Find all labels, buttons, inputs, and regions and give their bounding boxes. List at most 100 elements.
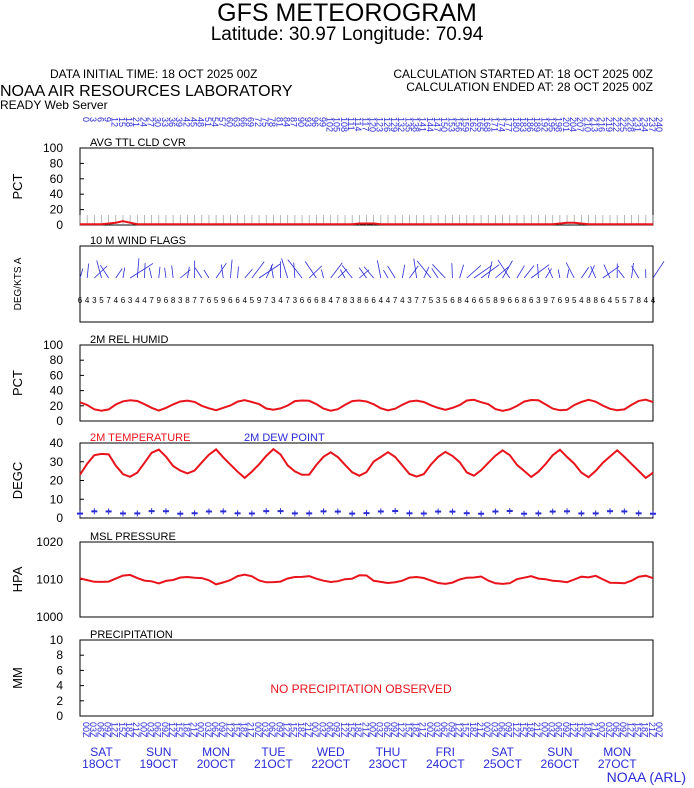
wind-speed-label: 7 [192,296,197,305]
bottom-hour-label: 12Z [511,722,521,738]
bottom-hour-label: 09Z [332,722,342,738]
wind-barb [401,264,406,279]
wind-speed-label: 4 [608,296,613,305]
top-hour-label: 111 [346,117,356,131]
top-hour-label: 144 [425,117,435,132]
wind-speed-label: 6 [450,296,455,305]
top-hour-label: 129 [389,117,399,132]
wind-barb [581,267,590,279]
wind-speed-label: 3 [128,296,133,305]
series-line-cloud [80,220,653,226]
y-tick-label: 20 [50,474,64,488]
top-hour-label: 114 [353,117,363,131]
calculation-ended: CALCULATION ENDED AT: 28 OCT 2025 00Z [406,80,653,94]
bottom-hour-label: 21Z [590,722,600,738]
wind-speed-label: 3 [407,296,412,305]
wind-barb [144,262,146,279]
wind-speed-label: 4 [328,296,333,305]
bottom-hour-label: 06Z [554,722,564,738]
bottom-hour-label: 15Z [518,722,528,738]
wind-speed-label: 4 [400,296,405,305]
top-hour-label: 180 [511,117,521,132]
y-axis-label: DEGC [10,462,25,500]
y-tick-label: 0 [56,511,63,525]
date-label: 25OCT [483,757,522,771]
wind-speed-label: 5 [99,296,104,305]
bottom-hour-label: 09Z [618,722,628,738]
bottom-hour-label: 18Z [181,722,191,738]
bottom-hour-label: 15Z [575,722,585,738]
wind-speed-label: 8 [357,296,362,305]
day-of-week-label: SUN [146,745,171,759]
bottom-hour-label: 00Z [597,722,607,738]
bottom-hour-label: 06Z [382,722,392,738]
bottom-hour-label: 00Z [368,722,378,738]
top-hour-label: 66 [239,117,249,127]
bottom-hour-label: 21Z [418,722,428,738]
bottom-hour-label: 12Z [339,722,349,738]
data-initial-time: DATA INITIAL TIME: 18 OCT 2025 00Z [50,67,258,81]
bottom-hour-label: 00Z [482,722,492,738]
y-axis-label: PCT [10,370,25,396]
panel-frame [79,541,654,618]
y-tick-label: 1000 [36,610,63,624]
bottom-hour-label: 00Z [253,722,263,738]
panel-frame [79,344,654,422]
bottom-hour-label: 21Z [475,722,485,738]
wind-barb [94,265,108,279]
bottom-hour-label: 15Z [461,722,471,738]
bottom-hour-label: 12Z [625,722,635,738]
wind-barb [148,267,153,279]
bottom-hour-label: 03Z [489,722,499,738]
wind-barb [158,266,161,279]
y-tick-label: 10 [50,633,64,647]
top-hour-label: 132 [396,117,406,132]
wind-barb [631,262,634,279]
wind-barb [122,267,126,279]
bottom-hour-label: 03Z [203,722,213,738]
top-hour-label: 51 [203,117,213,127]
top-hour-label: 72 [253,117,263,127]
bottom-hour-label: 12Z [282,722,292,738]
wind-speed-label: 5 [615,296,620,305]
wind-barb [459,264,464,279]
bottom-hour-label: 06Z [496,722,506,738]
top-hour-label: 216 [597,117,607,132]
bottom-hour-label: 15Z [403,722,413,738]
wind-barb [431,268,439,279]
panel-title-secondary: 2M DEW POINT [244,432,325,444]
wind-barb [547,267,554,279]
top-hour-label: 219 [604,117,614,132]
top-hour-label: 57 [217,117,227,127]
top-hour-label: 0 [81,117,91,122]
panel-frame [79,147,654,226]
wind-speed-label: 6 [472,296,477,305]
top-hour-label: 27 [145,117,155,127]
wind-speed-label: 8 [586,296,591,305]
wind-speed-label: 5 [429,296,434,305]
bottom-hour-label: 09Z [389,722,399,738]
wind-barb [416,260,432,279]
wind-speed-label: 3 [536,296,541,305]
top-hour-label: 24 [138,117,148,127]
panel-title: 2M REL HUMID [90,334,168,346]
wind-barb [203,269,210,279]
wind-speed-label: 4 [135,296,140,305]
top-hour-label: 240 [654,117,664,132]
top-hour-label: 213 [590,117,600,132]
top-hour-label: 99 [317,117,327,127]
wind-speed-label: 9 [221,296,226,305]
top-hour-label: 36 [167,117,177,127]
bottom-hour-label: 21Z [647,722,657,738]
wind-speed-label: 8 [457,296,462,305]
bottom-hour-label: 18Z [296,722,306,738]
bottom-hour-label: 00Z [310,722,320,738]
wind-speed-label: 5 [443,296,448,305]
bottom-hour-label: 15Z [231,722,241,738]
bottom-hour-label: 09Z [160,722,170,738]
wind-barb [96,260,102,279]
top-hour-label: 39 [174,117,184,127]
top-hour-label: 135 [403,117,413,132]
top-hour-label: 87 [289,117,299,127]
